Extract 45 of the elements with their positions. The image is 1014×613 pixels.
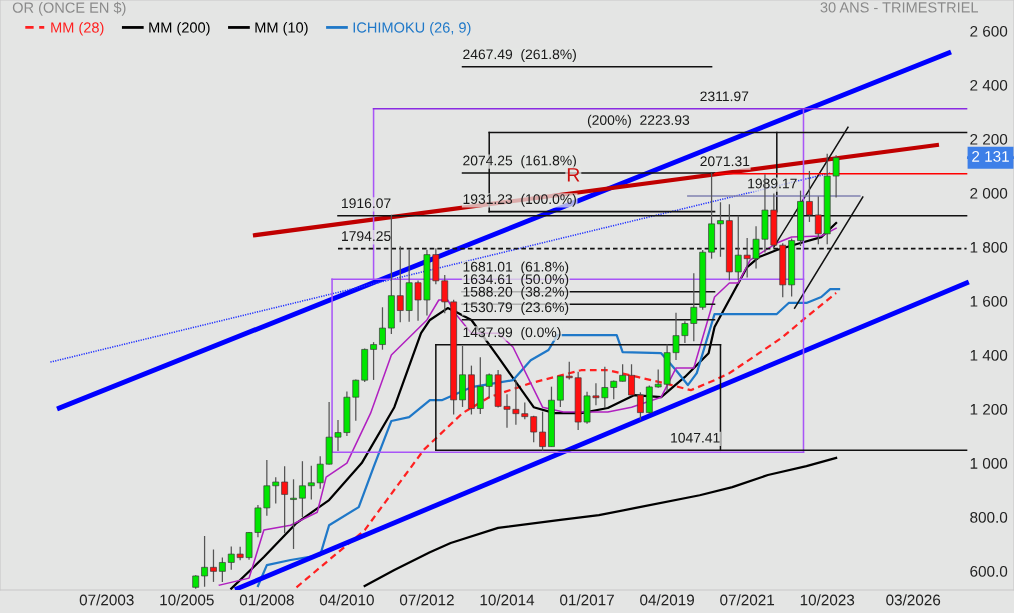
annotation: (200%) 2223.93: [587, 114, 690, 128]
y-tick-label: 1 800: [970, 241, 1008, 253]
x-tick-label: 10/2005: [160, 594, 214, 606]
legend-label: MM (28): [51, 21, 104, 36]
legend-label: MM (10): [255, 21, 308, 36]
chart-title: OR (ONCE EN $): [12, 1, 126, 16]
annotation: 2071.31: [700, 156, 750, 167]
ref-line-label: 2 131: [972, 150, 1009, 162]
y-tick-label: 2 400: [970, 79, 1008, 91]
annotation: 1588.20 (38.2%): [463, 286, 569, 300]
x-tick-label: 04/2019: [640, 594, 694, 606]
y-tick-label: 2 200: [970, 133, 1008, 145]
y-tick-label: 1 200: [970, 403, 1008, 415]
annotation: 1916.07: [342, 198, 391, 209]
annotation: 2074.25 (161.8%): [463, 155, 576, 169]
annotation: 2311.97: [700, 91, 749, 102]
annotation: 1681.01 (61.8%): [463, 261, 569, 275]
x-tick-label: 04/2010: [319, 594, 374, 606]
annotation: 1634.61 (50.0%): [463, 273, 569, 287]
chart-subtitle: 30 ANS - TRIMESTRIEL: [820, 2, 979, 13]
annotation: R: [567, 168, 580, 182]
annotation: 1437.99 (0.0%): [463, 327, 561, 340]
legend-label: MM (200): [149, 21, 210, 36]
annotation: 2467.49 (261.8%): [463, 49, 576, 62]
x-tick-label: 10/2023: [800, 594, 855, 606]
annotation: 1530.79 (23.6%): [463, 301, 569, 315]
x-tick-label: 01/2008: [239, 594, 294, 606]
x-tick-label: 03/2026: [886, 594, 941, 606]
y-tick-label: 1 000: [970, 457, 1008, 469]
y-tick-label: 600.0: [970, 565, 1008, 577]
x-tick-label: 07/2012: [399, 594, 454, 606]
annotation: 1047.41: [671, 432, 720, 443]
legend-label: ICHIMOKU (26, 9): [353, 21, 471, 36]
y-tick-label: 1 600: [970, 295, 1008, 307]
x-tick-label: 07/2003: [79, 594, 134, 606]
annotation: 1794.25: [342, 231, 391, 242]
y-tick-label: 800.0: [970, 511, 1008, 523]
annotation: 1931.23 (100.0%): [463, 193, 576, 207]
x-tick-label: 10/2014: [480, 594, 535, 606]
x-tick-label: 07/2021: [720, 594, 775, 606]
x-tick-label: 01/2017: [560, 594, 614, 606]
y-tick-label: 1 400: [970, 349, 1008, 361]
annotation: 1989.17: [748, 178, 797, 189]
y-tick-label: 2 000: [970, 187, 1008, 199]
y-tick-label: 2 600: [970, 25, 1008, 37]
